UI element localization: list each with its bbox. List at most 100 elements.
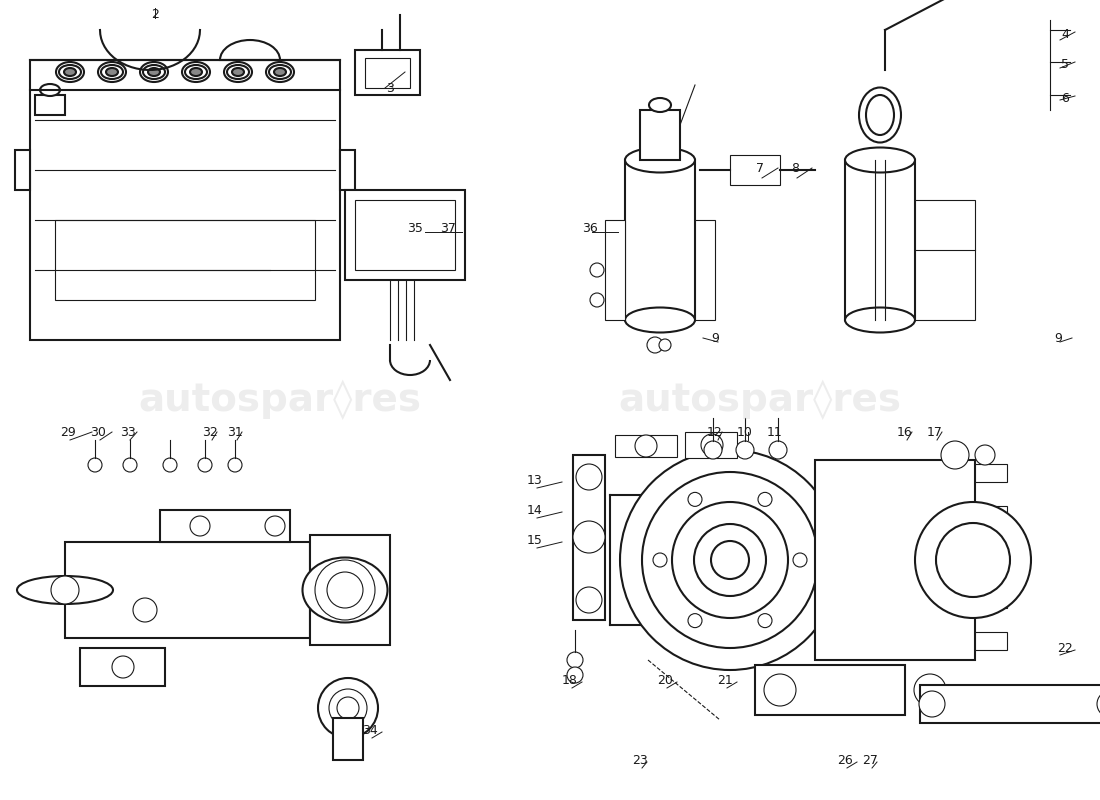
Bar [35,95,65,115]
Ellipse shape [274,68,286,76]
Bar [975,548,1006,566]
Circle shape [793,553,807,567]
Ellipse shape [40,84,60,96]
Text: 37: 37 [440,222,455,234]
Bar [975,464,1006,482]
Circle shape [701,434,723,456]
Text: 22: 22 [1057,642,1072,654]
Bar [80,648,165,686]
Text: 32: 32 [202,426,218,438]
Ellipse shape [190,68,202,76]
Text: 5: 5 [1062,58,1069,71]
Circle shape [659,339,671,351]
Text: autospar◊res: autospar◊res [139,380,421,420]
Bar [15,150,30,190]
Bar [65,542,310,638]
Text: 6: 6 [1062,91,1069,105]
Ellipse shape [64,68,76,76]
Bar [685,432,737,458]
Circle shape [769,441,786,459]
Text: 2: 2 [151,9,158,22]
Text: 3: 3 [386,82,394,94]
Text: 10: 10 [737,426,752,438]
Bar [625,160,695,320]
Circle shape [736,441,754,459]
Ellipse shape [98,62,126,82]
Text: 31: 31 [227,426,243,438]
Bar [975,590,1006,608]
Ellipse shape [106,68,118,76]
Ellipse shape [140,62,168,82]
Bar [975,506,1006,524]
Text: 9: 9 [1054,331,1062,345]
Ellipse shape [270,65,292,79]
Text: 15: 15 [527,534,543,546]
Text: 21: 21 [717,674,733,686]
Bar [915,200,975,320]
Bar [355,50,420,95]
Circle shape [758,614,772,628]
Bar [365,58,410,88]
Circle shape [163,458,177,472]
Circle shape [576,464,602,490]
Ellipse shape [16,576,113,604]
Circle shape [327,572,363,608]
Text: 17: 17 [927,426,943,438]
Bar [55,220,315,300]
Circle shape [228,458,242,472]
Text: 20: 20 [657,674,673,686]
Circle shape [688,614,702,628]
Circle shape [590,293,604,307]
Circle shape [190,516,210,536]
Text: 4: 4 [1062,29,1069,42]
Bar [310,535,390,645]
Bar [340,150,355,190]
Circle shape [620,450,840,670]
Circle shape [914,674,946,706]
Circle shape [123,458,138,472]
Circle shape [704,441,722,459]
Text: 14: 14 [527,503,543,517]
Text: 30: 30 [90,426,106,438]
Circle shape [51,576,79,604]
Bar [755,665,905,715]
Text: 36: 36 [582,222,598,234]
Ellipse shape [866,95,894,135]
Circle shape [318,678,378,738]
Circle shape [329,689,367,727]
Ellipse shape [59,65,81,79]
Text: 35: 35 [407,222,422,234]
Text: 27: 27 [862,754,878,766]
Circle shape [642,472,818,648]
Ellipse shape [302,558,387,622]
Bar [640,110,680,160]
Circle shape [758,492,772,506]
Text: 29: 29 [60,426,76,438]
Ellipse shape [182,62,210,82]
Circle shape [672,502,788,618]
Circle shape [647,337,663,353]
Text: 34: 34 [362,723,378,737]
Ellipse shape [232,68,244,76]
Bar [615,435,676,457]
Text: 7: 7 [756,162,764,174]
Ellipse shape [227,65,249,79]
Ellipse shape [224,62,252,82]
Circle shape [573,521,605,553]
Text: 23: 23 [632,754,648,766]
Bar [920,685,1100,723]
Ellipse shape [625,147,695,173]
Bar [975,632,1006,650]
Text: 18: 18 [562,674,578,686]
Ellipse shape [101,65,123,79]
Circle shape [653,553,667,567]
Text: 33: 33 [120,426,136,438]
Text: 12: 12 [707,426,723,438]
Circle shape [936,523,1010,597]
Ellipse shape [845,147,915,173]
Circle shape [711,541,749,579]
Circle shape [576,587,602,613]
Bar [695,220,715,320]
Text: 9: 9 [711,331,719,345]
Circle shape [566,667,583,683]
